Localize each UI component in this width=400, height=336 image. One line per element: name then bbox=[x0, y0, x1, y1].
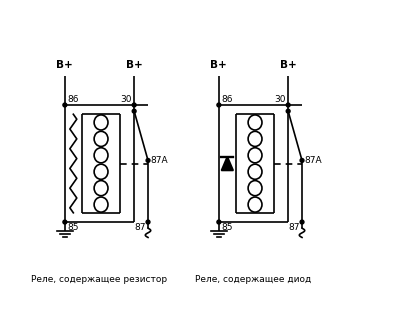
Circle shape bbox=[217, 220, 221, 224]
Text: Реле, содержащее диод: Реле, содержащее диод bbox=[195, 275, 312, 284]
Polygon shape bbox=[222, 157, 233, 170]
Text: 87A: 87A bbox=[150, 156, 168, 165]
Text: B+: B+ bbox=[280, 59, 296, 70]
Circle shape bbox=[146, 220, 150, 224]
Circle shape bbox=[132, 109, 136, 113]
Circle shape bbox=[217, 103, 221, 107]
Circle shape bbox=[63, 103, 67, 107]
Text: 85: 85 bbox=[221, 223, 233, 232]
Text: B+: B+ bbox=[56, 59, 73, 70]
Circle shape bbox=[132, 103, 136, 107]
Text: B+: B+ bbox=[126, 59, 142, 70]
Text: 87: 87 bbox=[288, 223, 300, 232]
Text: B+: B+ bbox=[210, 59, 227, 70]
Circle shape bbox=[300, 159, 304, 162]
Text: 86: 86 bbox=[67, 95, 79, 104]
Text: 30: 30 bbox=[274, 95, 286, 104]
Text: 30: 30 bbox=[120, 95, 132, 104]
Text: 87A: 87A bbox=[304, 156, 322, 165]
Circle shape bbox=[146, 159, 150, 162]
Text: 85: 85 bbox=[67, 223, 79, 232]
Text: 86: 86 bbox=[221, 95, 233, 104]
Text: Реле, содержащее резистор: Реле, содержащее резистор bbox=[32, 275, 168, 284]
Circle shape bbox=[63, 220, 67, 224]
Circle shape bbox=[300, 220, 304, 224]
Text: 87: 87 bbox=[134, 223, 146, 232]
Circle shape bbox=[286, 109, 290, 113]
Circle shape bbox=[286, 103, 290, 107]
